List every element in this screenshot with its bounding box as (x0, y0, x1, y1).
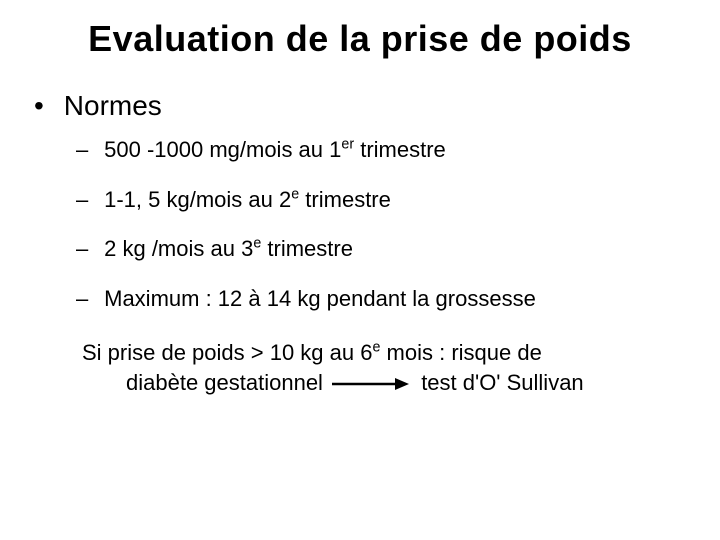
item-text-pre: 2 kg /mois au 3 (104, 236, 253, 261)
bullet-list: Normes 500 -1000 mg/mois au 1er trimestr… (34, 90, 686, 312)
list-item: 2 kg /mois au 3e trimestre (76, 235, 686, 263)
footnote-line1-post: mois : risque de (380, 340, 541, 365)
slide-title: Evaluation de la prise de poids (34, 18, 686, 60)
sub-bullet-list: 500 -1000 mg/mois au 1er trimestre 1-1, … (34, 136, 686, 312)
item-text-post: trimestre (261, 236, 353, 261)
item-sup: e (291, 186, 299, 202)
arrow-icon (331, 377, 409, 391)
footnote-line1-pre: Si prise de poids > 10 kg au 6 (82, 340, 372, 365)
slide: Evaluation de la prise de poids Normes 5… (0, 0, 720, 540)
footnote-line2-pre: diabète gestationnel (126, 370, 323, 395)
footnote-line2-post: test d'O' Sullivan (421, 370, 583, 395)
item-text-post: trimestre (299, 187, 391, 212)
section-heading: Normes (64, 90, 162, 121)
section-heading-item: Normes 500 -1000 mg/mois au 1er trimestr… (34, 90, 686, 312)
list-item: 500 -1000 mg/mois au 1er trimestre (76, 136, 686, 164)
item-text-pre: 500 -1000 mg/mois au 1 (104, 137, 341, 162)
item-text-pre: Maximum : 12 à 14 kg pendant la grossess… (104, 286, 536, 311)
item-text-pre: 1-1, 5 kg/mois au 2 (104, 187, 291, 212)
list-item: 1-1, 5 kg/mois au 2e trimestre (76, 186, 686, 214)
item-text-post: trimestre (354, 137, 446, 162)
footnote: Si prise de poids > 10 kg au 6e mois : r… (82, 338, 682, 397)
list-item: Maximum : 12 à 14 kg pendant la grossess… (76, 285, 686, 313)
item-sup: er (341, 137, 354, 153)
